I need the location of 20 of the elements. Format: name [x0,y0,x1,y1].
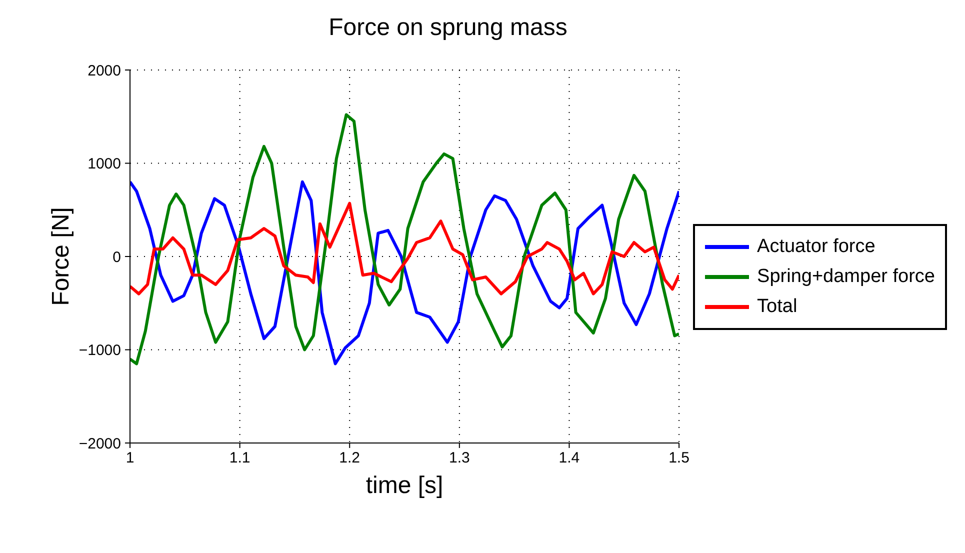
y-tick-label: −1000 [78,342,121,360]
line-series [130,202,680,296]
legend-label: Actuator force [757,234,876,258]
x-tick-label: 1.1 [229,450,250,467]
x-tick-label: 1.5 [668,450,690,467]
x-tick-label: 1.4 [558,450,580,467]
x-tick-label: 1 [126,450,134,467]
line-series [130,180,680,366]
y-tick-label: 2000 [88,62,121,80]
y-tick-label: 1000 [88,156,121,173]
x-tick-label: 1.2 [339,450,360,467]
y-axis-title: Force [N] [48,207,75,306]
legend-label: Spring+damper force [757,264,935,288]
chart-title: Force on sprung mass [328,14,568,42]
x-axis-title: time [s] [366,472,444,499]
y-tick-label: −2000 [78,435,121,452]
legend-label: Total [757,294,798,318]
line-series [130,113,680,366]
y-tick-label: 0 [112,248,121,266]
x-tick-label: 1.3 [448,450,470,467]
